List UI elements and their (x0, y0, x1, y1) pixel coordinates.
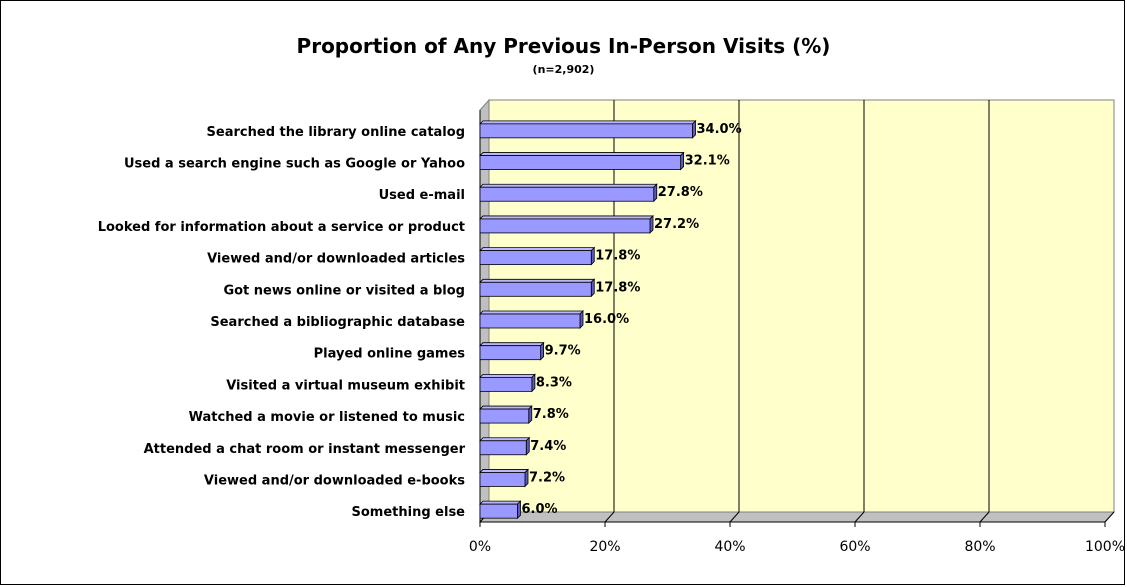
data-label: 8.3% (536, 375, 572, 390)
data-label: 6.0% (522, 502, 558, 517)
bar-top (479, 152, 685, 156)
bar (479, 155, 682, 170)
data-label: 34.0% (697, 122, 742, 137)
bar-top (479, 247, 596, 252)
category-label: Attended a chat room or instant messenge… (144, 442, 466, 457)
gridline-floor (979, 511, 990, 523)
bar-top (479, 342, 545, 347)
bar (479, 250, 592, 266)
bar-top (479, 215, 654, 220)
chart-subtitle: (n=2,902) (532, 63, 595, 76)
data-label: 27.8% (658, 185, 703, 200)
bar-top (479, 120, 697, 125)
bar (479, 123, 693, 139)
bar-side (540, 341, 545, 361)
chart-title: Proportion of Any Previous In-Person Vis… (296, 34, 831, 58)
category-label: Used e-mail (379, 188, 465, 203)
bar-side (579, 310, 584, 329)
bar (479, 186, 655, 202)
bar-side (528, 405, 533, 425)
bar (479, 503, 518, 519)
bar-top (479, 405, 533, 410)
bar-side (653, 183, 658, 203)
category-label: Looked for information about a service o… (98, 220, 465, 235)
gridline-floor (729, 511, 740, 523)
x-tick-label: 100% (1085, 539, 1125, 555)
x-tick-label: 80% (964, 539, 995, 555)
category-label: Used a search engine such as Google or Y… (124, 157, 465, 172)
data-label: 17.8% (595, 280, 640, 295)
bar-side (517, 500, 521, 520)
gridline-floor (854, 511, 865, 523)
data-label: 9.7% (545, 344, 581, 359)
bar-side (590, 278, 595, 298)
category-label: Got news online or visited a blog (223, 283, 465, 298)
bar-side (692, 119, 696, 139)
bar-top (479, 437, 531, 442)
category-label: Searched the library online catalog (207, 125, 465, 140)
data-label: 7.2% (529, 470, 565, 485)
bar-side (525, 436, 530, 456)
data-label: 7.8% (533, 407, 569, 422)
bar (479, 408, 530, 424)
x-tick-label: 0% (469, 539, 491, 555)
bar-top (479, 183, 658, 188)
bar (479, 281, 592, 297)
category-label: Searched a bibliographic database (210, 315, 465, 330)
data-label: 17.8% (595, 249, 640, 264)
bar (479, 472, 526, 487)
bar-top (479, 373, 536, 378)
bar-top (479, 500, 522, 505)
bar-top (479, 469, 529, 473)
category-label: Something else (352, 505, 466, 520)
x-tick-label: 20% (589, 539, 620, 555)
bar (479, 218, 651, 234)
bar (479, 313, 581, 329)
data-label: 16.0% (584, 312, 629, 327)
category-label: Visited a virtual museum exhibit (226, 378, 465, 393)
category-label: Viewed and/or downloaded e-books (204, 473, 465, 488)
category-label: Viewed and/or downloaded articles (207, 252, 465, 267)
bar (479, 345, 542, 361)
data-label: 32.1% (685, 154, 730, 169)
gridline-floor (604, 511, 615, 523)
bar-side (531, 373, 536, 393)
bar-side (680, 151, 685, 171)
category-label: Watched a movie or listened to music (189, 410, 465, 425)
data-label: 7.4% (530, 439, 566, 454)
bar (479, 376, 533, 392)
bar-top (479, 310, 584, 315)
data-label: 27.2% (654, 217, 699, 232)
x-tick-label: 40% (714, 539, 745, 555)
bar-side (649, 214, 654, 234)
gridline-floor (1104, 511, 1115, 523)
bar (479, 440, 527, 456)
plot-floor (478, 511, 1116, 523)
bar-side (590, 246, 595, 266)
bar-side (524, 468, 529, 488)
bar-top (479, 278, 596, 283)
x-tick-label: 60% (839, 539, 870, 555)
category-label: Played online games (314, 347, 466, 362)
